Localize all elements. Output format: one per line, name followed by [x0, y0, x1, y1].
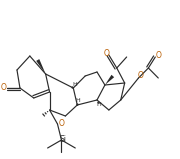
- Polygon shape: [105, 75, 114, 85]
- Polygon shape: [36, 59, 46, 74]
- Text: O: O: [0, 83, 6, 93]
- Text: H: H: [76, 98, 81, 104]
- Text: O: O: [155, 51, 161, 59]
- Text: Si: Si: [60, 135, 67, 144]
- Text: O: O: [104, 48, 110, 58]
- Text: H: H: [97, 101, 101, 107]
- Text: O: O: [138, 70, 143, 80]
- Text: H: H: [72, 82, 77, 86]
- Text: O: O: [58, 118, 64, 128]
